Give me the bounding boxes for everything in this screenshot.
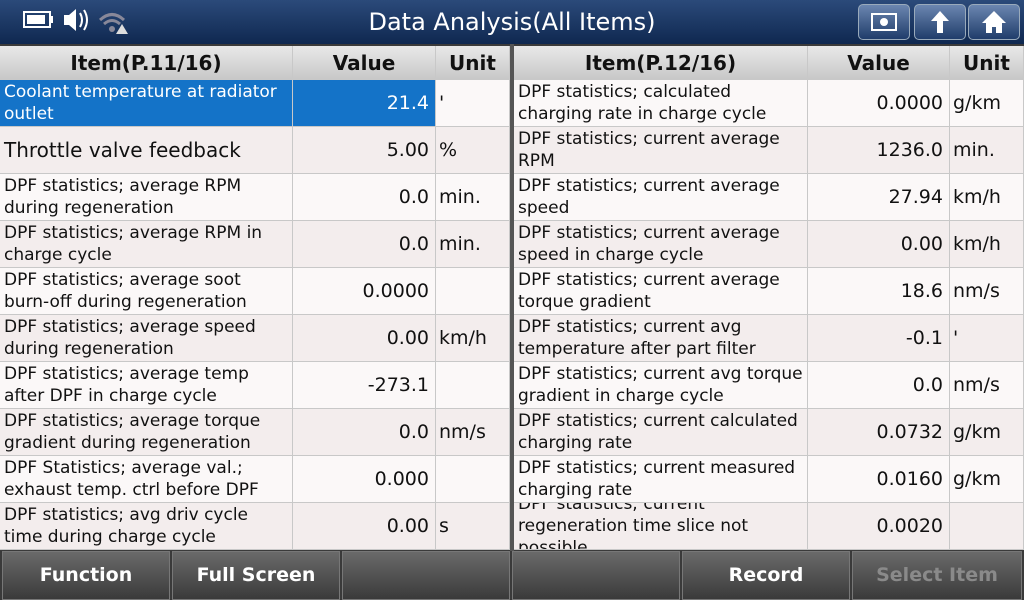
unit-cell: min. (436, 221, 510, 268)
title-bar: Data Analysis(All Items) (0, 0, 1024, 44)
item-cell: Coolant temperature at radiator outlet (0, 80, 293, 127)
item-cell: DPF statistics; average temp after DPF i… (0, 362, 293, 409)
unit-cell: min. (436, 174, 510, 221)
column-header: Unit (436, 46, 510, 80)
status-icons (23, 9, 128, 34)
unit-cell: g/km (950, 80, 1024, 127)
record-button[interactable]: Record (682, 551, 850, 600)
unit-cell: g/km (950, 409, 1024, 456)
value-cell: 0.0160 (808, 456, 950, 503)
value-cell: 0.0 (293, 409, 436, 456)
empty-button (342, 551, 510, 600)
unit-cell: nm/s (950, 268, 1024, 315)
item-cell: DPF statistics; average torque gradient … (0, 409, 293, 456)
value-cell: 0.0000 (293, 268, 436, 315)
home-button[interactable] (968, 4, 1020, 40)
value-cell: 21.4 (293, 80, 436, 127)
function-button[interactable]: Function (2, 551, 170, 600)
unit-cell: g/km (950, 456, 1024, 503)
value-cell: 1236.0 (808, 127, 950, 174)
unit-cell: km/h (950, 174, 1024, 221)
item-cell: DPF statistics; average speed during reg… (0, 315, 293, 362)
value-cell: 5.00 (293, 127, 436, 174)
unit-cell: ' (436, 80, 510, 127)
item-cell: DPF statistics; current average torque g… (514, 268, 808, 315)
unit-cell: % (436, 127, 510, 174)
value-cell: 0.0732 (808, 409, 950, 456)
item-cell: DPF statistics; average soot burn-off du… (0, 268, 293, 315)
divider (510, 44, 514, 551)
value-cell: 0.0020 (808, 503, 950, 550)
select-item-button: Select Item (852, 551, 1022, 600)
value-cell: -0.1 (808, 315, 950, 362)
unit-cell (436, 268, 510, 315)
unit-cell (950, 503, 1024, 550)
empty-button (512, 551, 680, 600)
unit-cell: min. (950, 127, 1024, 174)
unit-cell: nm/s (436, 409, 510, 456)
value-cell: -273.1 (293, 362, 436, 409)
value-cell: 0.00 (293, 315, 436, 362)
unit-cell: km/h (950, 221, 1024, 268)
value-cell: 0.00 (293, 503, 436, 550)
unit-cell (436, 362, 510, 409)
full-screen-button[interactable]: Full Screen (172, 551, 340, 600)
unit-cell: ' (950, 315, 1024, 362)
item-cell: Throttle valve feedback (0, 127, 293, 174)
unit-cell: km/h (436, 315, 510, 362)
value-cell: 0.0 (808, 362, 950, 409)
item-cell: DPF statistics; current avg torque gradi… (514, 362, 808, 409)
item-cell: DPF statistics; avg driv cycle time duri… (0, 503, 293, 550)
column-header: Item(P.11/16) (0, 46, 293, 80)
value-cell: 18.6 (808, 268, 950, 315)
column-header: Value (808, 46, 950, 80)
column-header: Value (293, 46, 436, 80)
item-cell: DPF Statistics; average val.; exhaust te… (0, 456, 293, 503)
value-cell: 0.000 (293, 456, 436, 503)
unit-cell: nm/s (950, 362, 1024, 409)
item-cell: DPF statistics; current average speed in… (514, 221, 808, 268)
item-cell: DPF statistics; average RPM during regen… (0, 174, 293, 221)
item-cell: DPF statistics; current calculated charg… (514, 409, 808, 456)
back-button[interactable] (914, 4, 966, 40)
value-cell: 0.00 (808, 221, 950, 268)
unit-cell: s (436, 503, 510, 550)
value-cell: 0.0 (293, 221, 436, 268)
item-cell: DPF statistics; average RPM in charge cy… (0, 221, 293, 268)
unit-cell (436, 456, 510, 503)
item-cell: DPF statistics; calculated charging rate… (514, 80, 808, 127)
value-cell: 0.0 (293, 174, 436, 221)
item-cell: DPF statistics; current average speed (514, 174, 808, 221)
screenshot-button[interactable] (858, 4, 910, 40)
value-cell: 27.94 (808, 174, 950, 221)
value-cell: 0.0000 (808, 80, 950, 127)
column-header: Item(P.12/16) (514, 46, 808, 80)
item-cell: DPF statistics; current measured chargin… (514, 456, 808, 503)
title: Data Analysis(All Items) (368, 8, 656, 36)
item-cell: DPF statistics; current avg temperature … (514, 315, 808, 362)
column-header: Unit (950, 46, 1024, 80)
item-cell: DPF statistics; current regeneration tim… (514, 503, 808, 550)
item-cell: DPF statistics; current average RPM (514, 127, 808, 174)
